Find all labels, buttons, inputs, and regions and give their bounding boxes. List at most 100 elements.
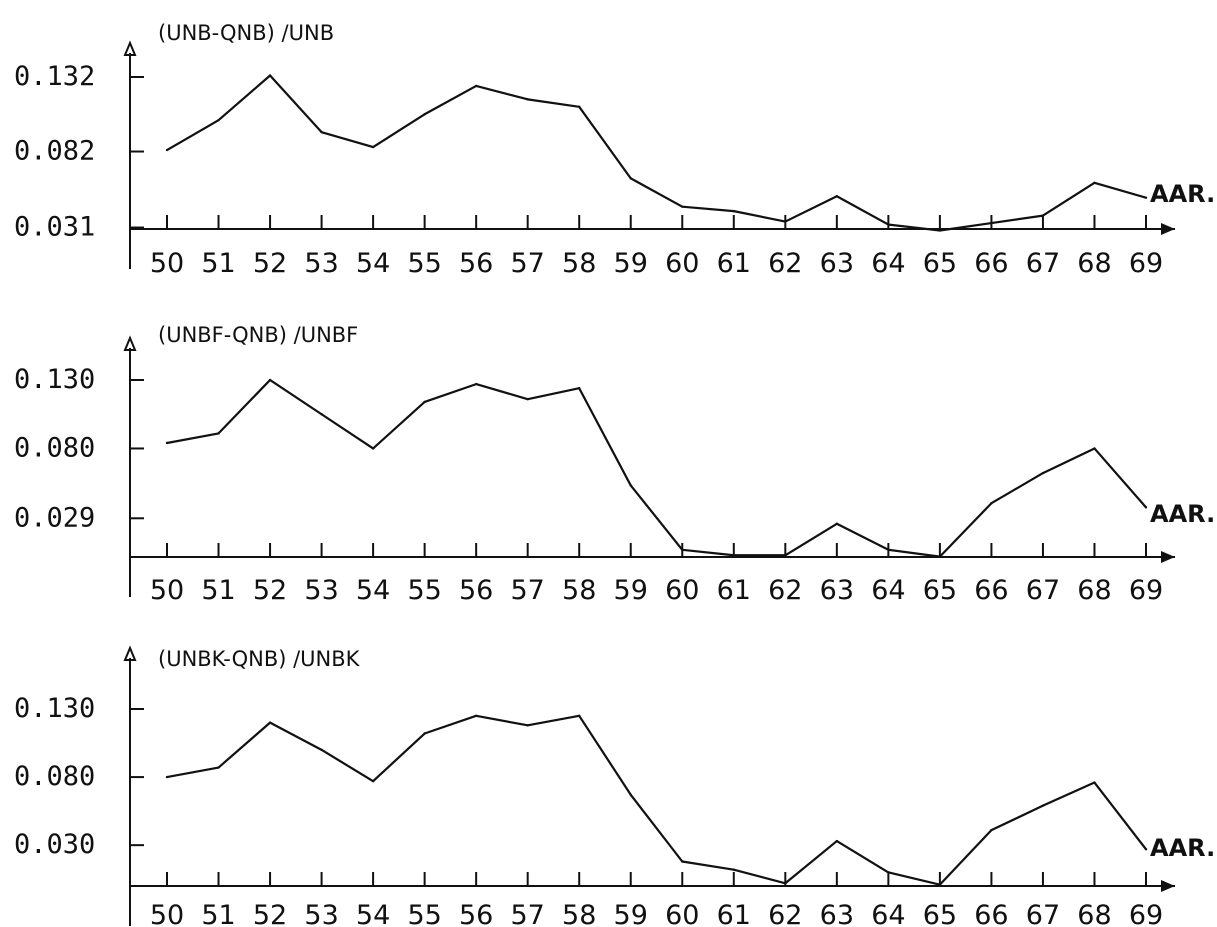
- chart-panel-1: (UNB-QNB) /UNB AAR. 0.031 0.082 0.132 50 51 52 5…: [14, 21, 1215, 279]
- x-tick-label: 68: [1077, 248, 1111, 279]
- x-tick-label: 67: [1026, 575, 1060, 606]
- x-tick-label: 50: [150, 248, 184, 279]
- x-tick-label: 63: [820, 900, 854, 927]
- data-point: [990, 221, 993, 225]
- x-tick-label: 64: [871, 575, 905, 606]
- x-tick-label: 53: [304, 248, 338, 279]
- x-tick-label: 61: [717, 900, 751, 927]
- data-point: [371, 779, 375, 783]
- x-tick-label: 62: [768, 248, 802, 279]
- data-point: [1144, 196, 1148, 199]
- data-point: [371, 145, 375, 149]
- data-point: [887, 548, 890, 551]
- data-point: [732, 554, 735, 557]
- x-tick-label: 51: [201, 575, 235, 606]
- data-point: [268, 74, 272, 77]
- data-point: [578, 105, 581, 109]
- data-point: [165, 148, 169, 152]
- x-tick-label: 64: [871, 900, 905, 927]
- data-point: [887, 223, 890, 226]
- data-point: [526, 397, 529, 401]
- x-tick-label: 58: [562, 248, 596, 279]
- data-point: [423, 400, 426, 404]
- data-point: [784, 220, 787, 223]
- x-tick-label: 65: [923, 900, 957, 927]
- y-tick-label: 0.130: [14, 364, 95, 395]
- x-tick-label: 51: [201, 248, 235, 279]
- chart-title: (UNBK-QNB) /UNBK: [158, 647, 361, 671]
- x-tick-label: 63: [820, 575, 854, 606]
- x-tick-label: 56: [459, 900, 493, 927]
- data-point: [165, 775, 169, 779]
- data-point: [938, 883, 942, 886]
- x-tick-label: 53: [304, 575, 338, 606]
- x-tick-label: 60: [665, 575, 699, 606]
- x-tick-label: 59: [614, 900, 648, 927]
- data-point: [835, 522, 839, 525]
- y-axis-arrow: [123, 335, 137, 351]
- x-tick-label: 68: [1077, 900, 1111, 927]
- data-point: [474, 382, 478, 386]
- data-point: [217, 766, 220, 769]
- data-point: [1093, 181, 1096, 185]
- chart-title: (UNBF-QNB) /UNBF: [158, 323, 358, 347]
- data-point: [1144, 506, 1148, 509]
- x-tick-label: 65: [923, 248, 957, 279]
- data-point: [835, 195, 839, 198]
- y-tick-label: 0.130: [14, 693, 95, 724]
- y-tick-label: 0.080: [14, 432, 95, 463]
- x-axis-label: AAR.: [1150, 180, 1215, 208]
- data-point: [732, 868, 735, 871]
- x-axis-label: AAR.: [1150, 500, 1215, 528]
- x-tick-label: 50: [150, 900, 184, 927]
- x-axis-arrow: [1161, 551, 1175, 563]
- x-tick-label: 50: [150, 575, 184, 606]
- chart-title: (UNB-QNB) /UNB: [158, 21, 334, 45]
- x-tick-label: 57: [511, 575, 545, 606]
- data-point: [217, 432, 220, 435]
- data-point: [629, 793, 632, 796]
- x-tick-label: 67: [1026, 248, 1060, 279]
- x-tick-label: 62: [768, 575, 802, 606]
- data-point: [165, 441, 169, 445]
- y-axis-arrow: [123, 645, 137, 661]
- x-tick-label: 53: [304, 900, 338, 927]
- data-point: [784, 882, 787, 885]
- data-point: [371, 447, 375, 450]
- data-point: [681, 860, 684, 863]
- data-point: [1093, 447, 1096, 450]
- x-tick-label: 55: [407, 248, 441, 279]
- data-point: [474, 714, 478, 718]
- data-point: [474, 84, 478, 88]
- x-tick-label: 55: [407, 900, 441, 927]
- data-point: [1144, 848, 1148, 851]
- data-point: [1093, 781, 1096, 784]
- y-tick-label: 0.082: [14, 136, 95, 167]
- x-tick-label: 63: [820, 248, 854, 279]
- x-tick-label: 69: [1129, 575, 1163, 606]
- data-point: [423, 113, 426, 116]
- chart-panel-2: (UNBF-QNB) /UNBF AAR. 0.029 0.080 0.130 50 51 5…: [14, 323, 1215, 606]
- data-point: [938, 555, 942, 558]
- data-point: [629, 177, 632, 180]
- x-tick-label: 69: [1129, 248, 1163, 279]
- data-point: [423, 732, 426, 735]
- x-tick-label: 52: [253, 248, 287, 279]
- x-tick-label: 54: [356, 248, 390, 279]
- data-point: [526, 724, 529, 727]
- x-tick-label: 57: [511, 248, 545, 279]
- x-tick-label: 59: [614, 248, 648, 279]
- x-tick-label: 69: [1129, 900, 1163, 927]
- x-tick-label: 65: [923, 575, 957, 606]
- x-tick-label: 51: [201, 900, 235, 927]
- data-point: [1041, 471, 1045, 475]
- x-tick-label: 58: [562, 900, 596, 927]
- y-axis-arrow: [123, 40, 137, 56]
- x-tick-label: 64: [871, 248, 905, 279]
- data-point: [526, 98, 529, 101]
- data-point: [320, 413, 323, 416]
- x-tick-label: 56: [459, 575, 493, 606]
- x-tick-label: 66: [974, 248, 1008, 279]
- x-tick-label: 61: [717, 575, 751, 606]
